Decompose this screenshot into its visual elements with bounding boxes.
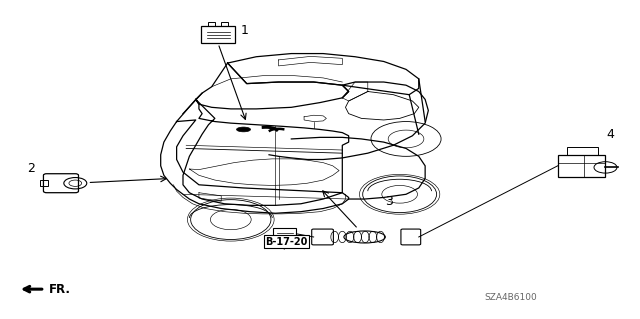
Text: 1: 1 <box>241 24 248 37</box>
Text: FR.: FR. <box>49 283 71 296</box>
Text: 2: 2 <box>28 162 35 175</box>
Text: 4: 4 <box>607 128 614 141</box>
Text: SZA4B6100: SZA4B6100 <box>484 293 538 301</box>
Ellipse shape <box>237 127 250 132</box>
Text: B-17-20: B-17-20 <box>265 237 307 247</box>
Text: 3: 3 <box>385 195 393 208</box>
